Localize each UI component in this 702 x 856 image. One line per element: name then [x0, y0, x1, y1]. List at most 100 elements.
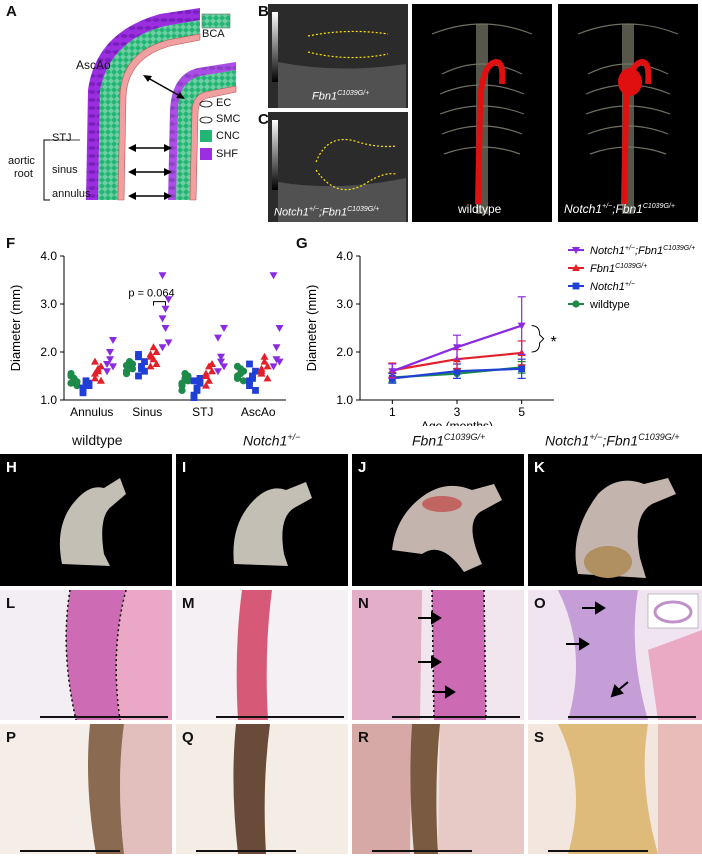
- f-point-double: [275, 358, 284, 366]
- g-point-notch1: [453, 367, 461, 375]
- panel-label-o: O: [534, 595, 546, 612]
- g-x-tick-label: 3: [454, 405, 461, 419]
- f-point-notch1: [141, 367, 148, 375]
- panel-label-f: F: [6, 235, 16, 252]
- f-point-double: [269, 272, 278, 280]
- g-legend-label-wildtype: wildtype: [589, 299, 630, 311]
- histology-elastin-notch1: Q: [176, 724, 348, 854]
- f-point-notch1: [82, 377, 90, 385]
- f-point-notch1: [252, 387, 259, 394]
- g-legend-marker-wildtype: [572, 300, 580, 308]
- f-point-wildtype: [67, 370, 75, 378]
- f-point-fbn1: [260, 352, 269, 360]
- ct-image-wildtype: wildtype: [412, 4, 552, 222]
- f-point-double: [164, 296, 173, 304]
- f-point-double: [106, 349, 114, 356]
- g-legend-marker-double: [572, 247, 580, 254]
- f-point-notch1: [135, 372, 142, 380]
- f-p-bracket: [153, 301, 166, 306]
- h-genotype-label: wildtype: [72, 432, 123, 448]
- g-legend-label-fbn1: Fbn1C1039G/+: [590, 263, 647, 275]
- legend-shf-swatch: [200, 148, 212, 160]
- f-point-notch1: [252, 367, 259, 375]
- f-point-fbn1: [94, 364, 102, 372]
- histology-he-fbn1: N: [352, 590, 524, 720]
- ultrasound-image-b: Fbn1C1039G/+: [268, 4, 408, 108]
- g-legend-marker-notch1: [572, 282, 580, 290]
- f-point-fbn1: [260, 357, 269, 365]
- f-point-double: [161, 305, 170, 313]
- panel-label-b: B: [258, 3, 269, 20]
- label-bca: BCA: [202, 28, 225, 40]
- f-point-fbn1: [146, 362, 155, 370]
- f-point-fbn1: [263, 374, 272, 382]
- aortic-schematic: [43, 8, 237, 201]
- legend-ec-swatch: [199, 100, 213, 108]
- panel-label-a: A: [6, 3, 17, 20]
- i-genotype-label: Notch1: [243, 432, 288, 449]
- f-point-double: [272, 344, 281, 352]
- c-caption: Notch1: [274, 206, 309, 219]
- legend-smc-label: SMC: [216, 113, 241, 125]
- g-y-tick-label: 3.0: [336, 297, 353, 311]
- f-point-wildtype: [239, 377, 248, 385]
- f-point-notch1: [190, 394, 198, 401]
- panel-label-m: M: [182, 595, 195, 612]
- f-point-wildtype: [184, 377, 192, 385]
- f-point-double: [220, 363, 228, 371]
- f-point-fbn1: [91, 369, 99, 377]
- f-point-double: [217, 353, 225, 361]
- f-point-double: [109, 337, 117, 344]
- f-point-double: [158, 344, 167, 352]
- f-point-double: [158, 315, 167, 323]
- panel-label-q: Q: [182, 729, 194, 746]
- f-y-tick-label: 4.0: [40, 249, 57, 263]
- f-point-fbn1: [91, 357, 99, 365]
- f-point-double: [214, 368, 222, 376]
- f-point-notch1: [196, 379, 204, 387]
- histology-he-double: O: [528, 590, 702, 720]
- f-point-fbn1: [91, 374, 99, 382]
- j-genotype-label: Fbn1: [412, 432, 444, 449]
- f-point-double: [106, 356, 114, 364]
- f-point-fbn1: [152, 360, 161, 367]
- legend-shf-label: SHF: [216, 148, 238, 160]
- g-y-tick-label: 2.0: [336, 345, 353, 359]
- f-point-wildtype: [181, 370, 189, 378]
- panel-label-j: J: [358, 459, 367, 476]
- panel-label-g: G: [296, 235, 308, 252]
- f-category-label: Sinus: [132, 405, 162, 419]
- g-legend-marker-fbn1: [572, 264, 580, 271]
- f-point-wildtype: [178, 386, 186, 394]
- g-x-axis-label: Age (months): [421, 419, 493, 426]
- f-point-double: [103, 368, 111, 376]
- g-point-double: [453, 344, 461, 352]
- f-point-notch1: [79, 384, 87, 392]
- f-point-wildtype: [178, 379, 186, 387]
- f-point-notch1: [246, 382, 253, 389]
- f-point-wildtype: [233, 372, 242, 380]
- f-point-double: [214, 334, 222, 342]
- g-y-axis-label: Diameter (mm): [304, 285, 319, 372]
- label-sinus: sinus: [52, 164, 78, 176]
- legend-cnc-swatch: [200, 130, 212, 142]
- label-ascao: AscAo: [76, 58, 111, 72]
- label-root: root: [14, 168, 33, 180]
- panel-label-s: S: [534, 729, 545, 746]
- f-point-double: [109, 363, 117, 371]
- histology-elastin-double: S: [528, 724, 702, 854]
- f-point-fbn1: [149, 343, 158, 351]
- f-y-tick-label: 1.0: [40, 393, 57, 407]
- f-p-value: p = 0.064: [128, 288, 174, 300]
- f-point-fbn1: [152, 348, 161, 355]
- f-point-notch1: [196, 375, 204, 382]
- histology-elastin-wildtype: P: [0, 724, 172, 854]
- line-chart-g: 1.0 2.0 3.0 4.0 1 3 5 Age (months) Diameter (mm)…: [304, 245, 695, 426]
- scatter-chart-f: 1.0 2.0 3.0 4.0 Diameter (mm) Annulus Sinus STJ…: [8, 249, 286, 419]
- f-point-wildtype: [73, 378, 81, 386]
- panel-label-c: C: [258, 111, 269, 128]
- g-point-notch1: [518, 365, 526, 373]
- aorta-photo-fbn1: J: [352, 454, 524, 586]
- f-point-double: [161, 325, 170, 332]
- f-point-double: [164, 339, 173, 347]
